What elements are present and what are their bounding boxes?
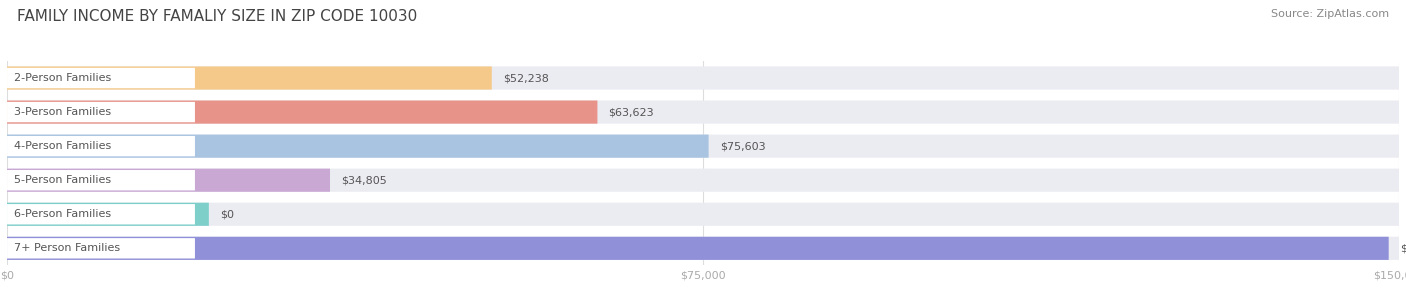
Text: 5-Person Families: 5-Person Families — [14, 175, 111, 185]
FancyBboxPatch shape — [7, 135, 709, 158]
Text: 7+ Person Families: 7+ Person Families — [14, 243, 120, 253]
Text: $63,623: $63,623 — [609, 107, 654, 117]
FancyBboxPatch shape — [7, 203, 209, 226]
Text: 3-Person Families: 3-Person Families — [14, 107, 111, 117]
Text: FAMILY INCOME BY FAMALIY SIZE IN ZIP CODE 10030: FAMILY INCOME BY FAMALIY SIZE IN ZIP COD… — [17, 9, 418, 24]
FancyBboxPatch shape — [7, 237, 1389, 260]
Text: $148,893: $148,893 — [1400, 243, 1406, 253]
FancyBboxPatch shape — [7, 237, 1399, 260]
FancyBboxPatch shape — [7, 101, 598, 124]
FancyBboxPatch shape — [7, 68, 195, 88]
Text: 4-Person Families: 4-Person Families — [14, 141, 111, 151]
FancyBboxPatch shape — [7, 203, 1399, 226]
FancyBboxPatch shape — [7, 101, 1399, 124]
Text: Source: ZipAtlas.com: Source: ZipAtlas.com — [1271, 9, 1389, 19]
Text: $0: $0 — [219, 209, 233, 219]
Text: $52,238: $52,238 — [503, 73, 548, 83]
FancyBboxPatch shape — [7, 102, 195, 122]
FancyBboxPatch shape — [7, 169, 1399, 192]
FancyBboxPatch shape — [7, 66, 1399, 90]
FancyBboxPatch shape — [7, 238, 195, 259]
Text: $34,805: $34,805 — [342, 175, 387, 185]
Text: 2-Person Families: 2-Person Families — [14, 73, 111, 83]
FancyBboxPatch shape — [7, 136, 195, 156]
FancyBboxPatch shape — [7, 169, 330, 192]
FancyBboxPatch shape — [7, 204, 195, 224]
Text: 6-Person Families: 6-Person Families — [14, 209, 111, 219]
FancyBboxPatch shape — [7, 66, 492, 90]
FancyBboxPatch shape — [7, 170, 195, 190]
Text: $75,603: $75,603 — [720, 141, 765, 151]
FancyBboxPatch shape — [7, 135, 1399, 158]
